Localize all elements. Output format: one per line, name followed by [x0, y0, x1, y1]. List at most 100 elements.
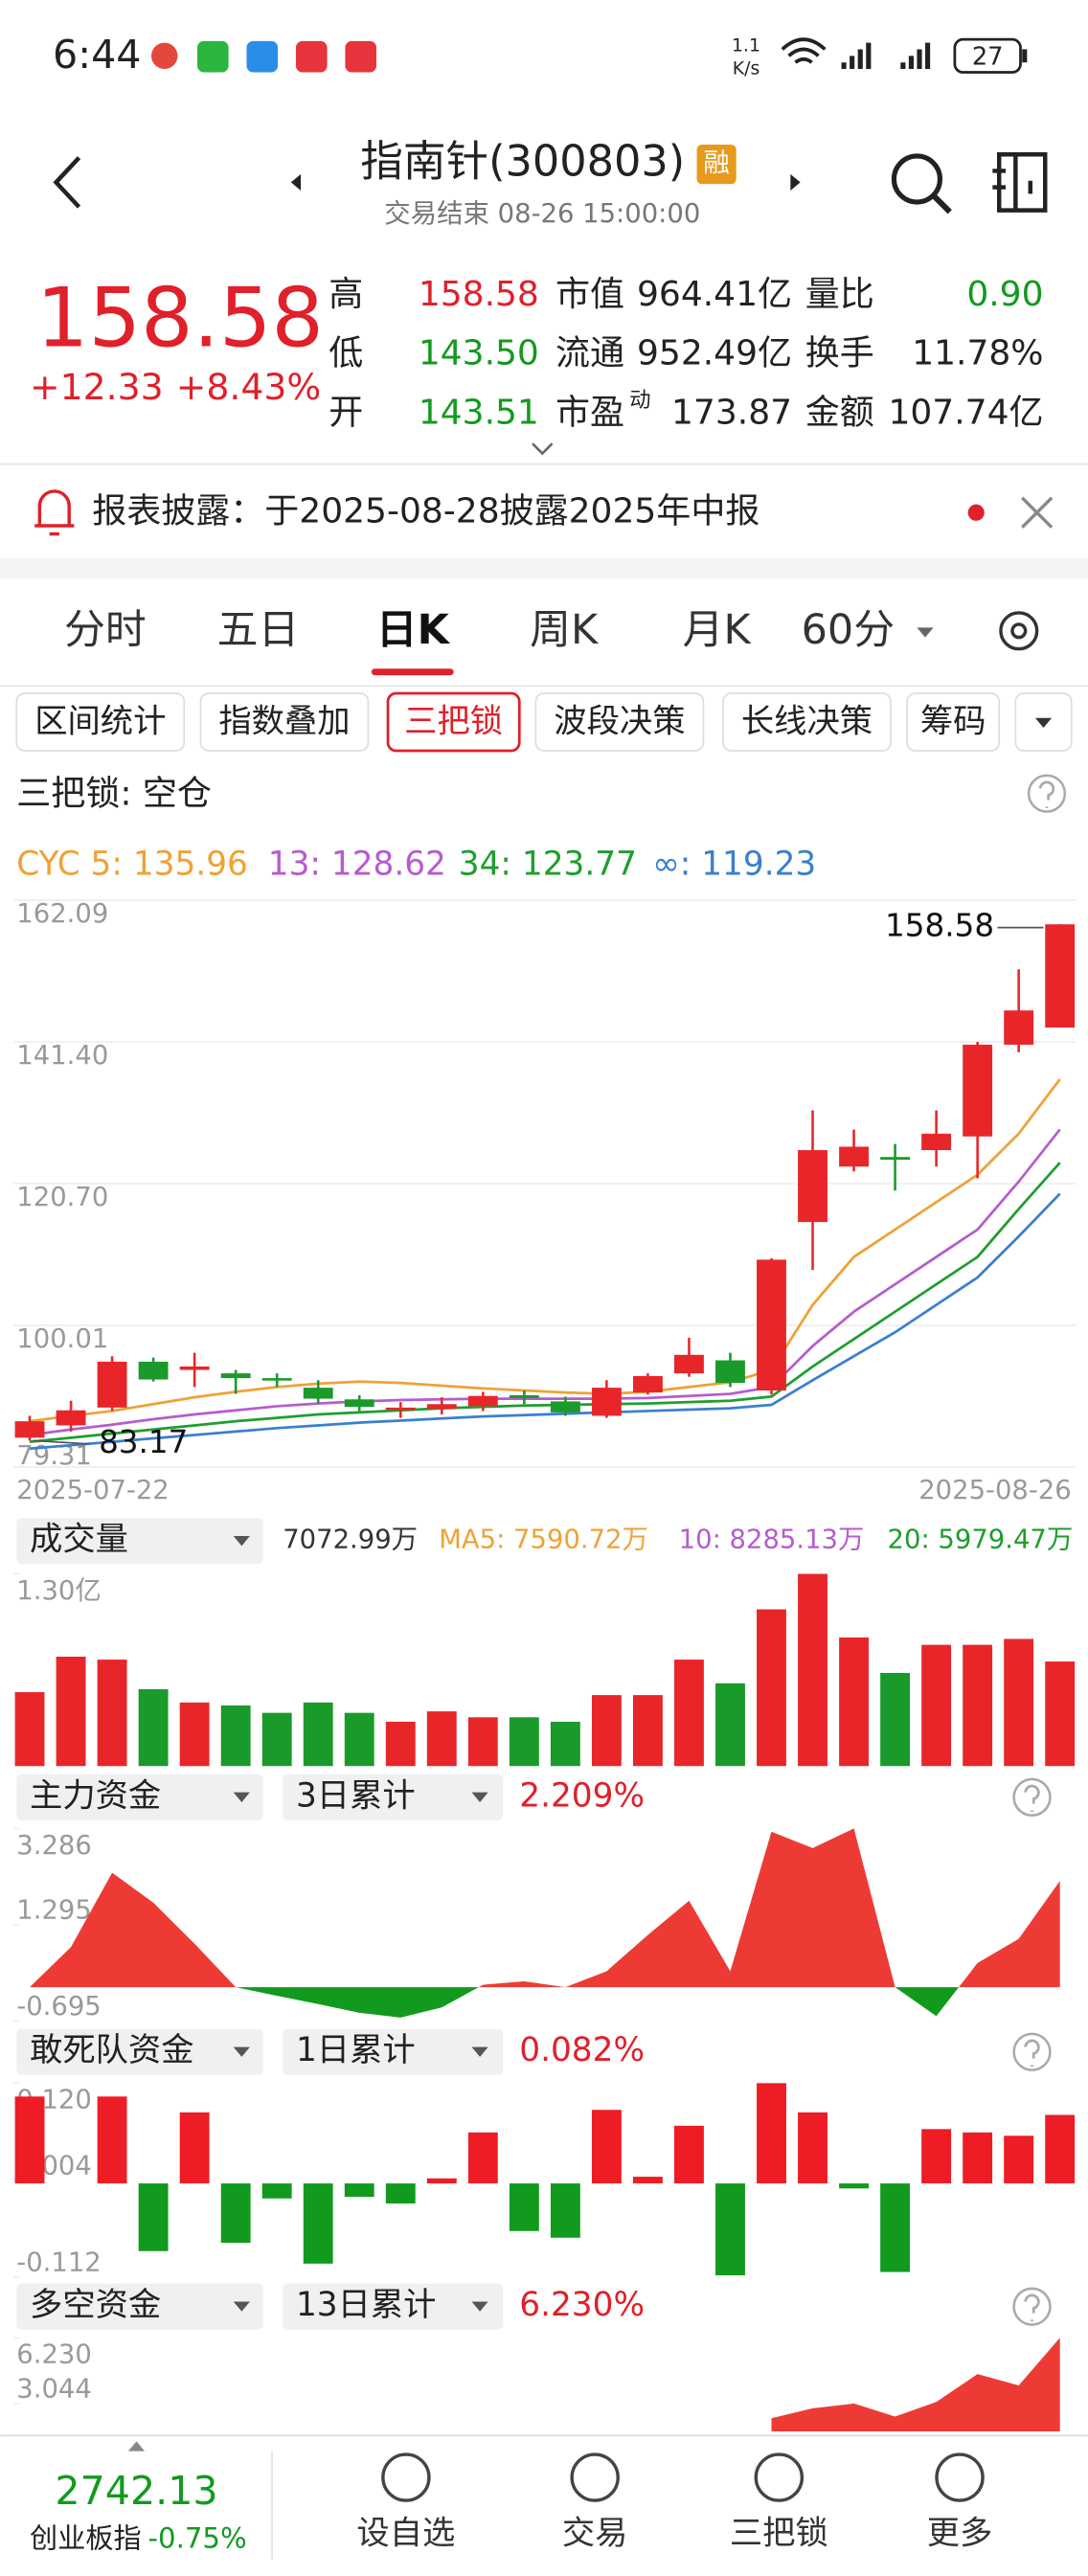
net-unit: K/s: [733, 58, 760, 79]
quote-label: 量比: [805, 275, 874, 314]
nav-item[interactable]: 交易: [562, 2515, 628, 2553]
panel-dropdown[interactable]: [16, 1518, 263, 1565]
app-icon: [345, 40, 377, 73]
quote-label: 市盈: [555, 393, 624, 432]
y-tick-label: -0.112: [16, 2248, 101, 2278]
dropdown-arrow: [471, 1792, 488, 1802]
period-tab[interactable]: 60分: [802, 606, 895, 654]
back-button[interactable]: [53, 156, 81, 209]
tool-button[interactable]: 筹码: [920, 702, 986, 740]
index-value[interactable]: 2742.13: [55, 2468, 217, 2514]
help-button[interactable]: [1012, 2032, 1052, 2071]
y-tick-label: -0.695: [16, 1992, 101, 2022]
expand-arrow[interactable]: [532, 442, 554, 456]
tool-button[interactable]: 长线决策: [741, 702, 873, 740]
wifi-icon: [781, 37, 827, 64]
quote-value: 0.90: [966, 275, 1043, 314]
panel-title: 多空资金: [30, 2286, 161, 2324]
y-tick-label: 162.09: [16, 899, 108, 929]
help-button[interactable]: [1012, 2287, 1052, 2326]
period-tab[interactable]: 分时: [64, 606, 147, 654]
help-button[interactable]: [1012, 1777, 1052, 1817]
candle-body: [344, 1399, 374, 1408]
bar: [261, 1712, 292, 1767]
panel-summary: 2.209%: [519, 1776, 645, 1815]
bar: [509, 2183, 539, 2231]
candle-body: [963, 1044, 993, 1137]
bar: [1045, 1661, 1076, 1767]
candle-body: [261, 1378, 292, 1381]
battery: [953, 37, 1022, 74]
dropdown-arrow: [233, 2046, 250, 2057]
bar: [385, 1721, 416, 1767]
volume-value: 7072.99万: [283, 1525, 418, 1555]
bar: [426, 1711, 457, 1767]
candle-body: [798, 1150, 827, 1223]
app-icon: [295, 40, 328, 73]
candle-body: [632, 1375, 663, 1393]
bar: [467, 1717, 498, 1767]
period-tab[interactable]: 周K: [530, 606, 600, 654]
indicator-legend: 34: 123.77: [459, 846, 637, 884]
indicator-legend: 13: 128.62: [268, 846, 446, 884]
bar: [550, 1721, 580, 1767]
tool-button-bg: [199, 692, 370, 752]
settings-button[interactable]: [999, 611, 1039, 651]
net-speed: 1.1: [732, 35, 760, 56]
bar: [963, 2132, 993, 2184]
bar: [591, 1695, 622, 1767]
panel-period: 3日累计: [296, 1776, 416, 1815]
bar: [674, 2125, 704, 2184]
index-name: 创业板指: [30, 2521, 142, 2554]
close-notice[interactable]: [1021, 496, 1054, 529]
next-stock[interactable]: [790, 173, 801, 192]
candle-body: [921, 1133, 952, 1151]
period-tab[interactable]: 月K: [683, 606, 753, 654]
bar: [798, 1573, 827, 1767]
panel-dropdown[interactable]: [16, 1774, 263, 1820]
y-tick-label: 3.286: [16, 1831, 92, 1861]
bar: [344, 2183, 374, 2198]
bell-icon: [34, 489, 75, 536]
tool-button-bg: [534, 692, 705, 752]
candle-body: [591, 1388, 622, 1416]
tool-button[interactable]: 区间统计: [34, 702, 166, 740]
nav-icon: [570, 2452, 620, 2502]
candle-body: [14, 1421, 45, 1438]
panel-summary: 0.082%: [519, 2031, 645, 2069]
bar: [1045, 2114, 1076, 2184]
notice-text[interactable]: 报表披露：于2025-08-28披露2025年中报: [92, 491, 759, 531]
period-dropdown[interactable]: [283, 1774, 504, 1820]
last-price: 158.58: [36, 270, 324, 366]
candle-body: [426, 1404, 457, 1410]
tool-button[interactable]: 三把锁: [404, 702, 503, 740]
indicator-legend: ∞: 119.23: [652, 846, 816, 884]
prev-stock[interactable]: [290, 173, 302, 192]
nav-item[interactable]: 设自选: [356, 2515, 455, 2553]
search-button[interactable]: [891, 153, 943, 205]
help-glyph: [1024, 1784, 1040, 1813]
bar: [839, 2183, 869, 2189]
fund-area: [30, 1828, 1060, 2018]
panel-title: 敢死队资金: [30, 2031, 193, 2069]
bar: [550, 2183, 580, 2238]
y-tick-label: 100.01: [16, 1324, 108, 1354]
tool-button[interactable]: 指数叠加: [218, 702, 350, 740]
dropdown-arrow: [1034, 717, 1053, 728]
nav-item[interactable]: 更多: [927, 2515, 993, 2553]
bar: [921, 1644, 952, 1767]
info-button[interactable]: [992, 152, 1048, 213]
period-dropdown[interactable]: [283, 2283, 504, 2330]
nav-item[interactable]: 三把锁: [730, 2515, 828, 2553]
tool-button[interactable]: 波段决策: [554, 702, 685, 740]
panel-dropdown[interactable]: [16, 2028, 263, 2075]
period-tab[interactable]: 五日: [217, 606, 300, 654]
index-arrow: [127, 2441, 146, 2452]
help-button[interactable]: [1027, 774, 1067, 813]
quote-label: 开: [329, 393, 363, 432]
panel-dropdown[interactable]: [16, 2283, 263, 2330]
period-tab[interactable]: 日K: [376, 606, 451, 654]
volume-legend: 10: 8285.13万: [679, 1525, 865, 1555]
period-dropdown[interactable]: [283, 2028, 504, 2075]
